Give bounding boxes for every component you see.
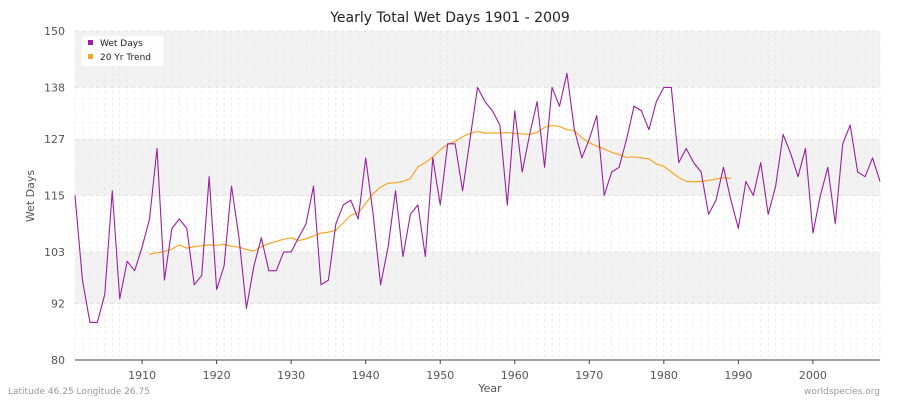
legend-label-wet-days: Wet Days	[100, 39, 143, 49]
background-band	[75, 31, 880, 88]
x-axis-label: Year	[477, 382, 502, 395]
x-tick-label: 1920	[203, 369, 231, 382]
series-line-wet-days	[74, 72, 881, 323]
y-tick-label: 115	[44, 190, 65, 203]
series-line-20yr-trend	[149, 124, 732, 255]
x-tick-label: 1910	[128, 369, 156, 382]
y-tick-label: 127	[44, 133, 65, 146]
x-tick-label: 1950	[426, 369, 454, 382]
x-tick-label: 1960	[501, 369, 529, 382]
x-tick-labels: 1910 1920 1930 1940 1950 1960 1970 1980 1990 2000	[128, 360, 827, 382]
y-tick-label: 103	[44, 246, 65, 259]
x-tick-label: 1940	[352, 369, 380, 382]
x-tick-label: 1930	[277, 369, 305, 382]
y-tick-label: 80	[51, 354, 65, 367]
legend-swatch-wet-days	[88, 40, 93, 45]
legend: Wet Days 20 Yr Trend	[82, 36, 164, 66]
series-lines	[74, 72, 881, 323]
x-tick-label: 1990	[724, 369, 752, 382]
y-tick-label: 138	[44, 81, 65, 94]
legend-label-trend: 20 Yr Trend	[100, 53, 151, 63]
y-axis-label: Wet Days	[24, 170, 37, 223]
legend-box	[82, 36, 164, 66]
y-tick-label: 150	[44, 25, 65, 38]
footer-source: worldspecies.org	[804, 387, 880, 397]
x-tick-label: 1980	[650, 369, 678, 382]
background-band	[75, 139, 880, 196]
y-tick-label: 92	[51, 298, 65, 311]
footer-coordinates: Latitude 46.25 Longitude 26.75	[8, 387, 150, 397]
x-tick-label: 2000	[799, 369, 827, 382]
chart-title: Yearly Total Wet Days 1901 - 2009	[329, 10, 570, 26]
x-tick-label: 1970	[575, 369, 603, 382]
y-tick-labels: 80 92 103 115 127 138 150	[44, 25, 65, 367]
legend-swatch-trend	[88, 54, 93, 59]
